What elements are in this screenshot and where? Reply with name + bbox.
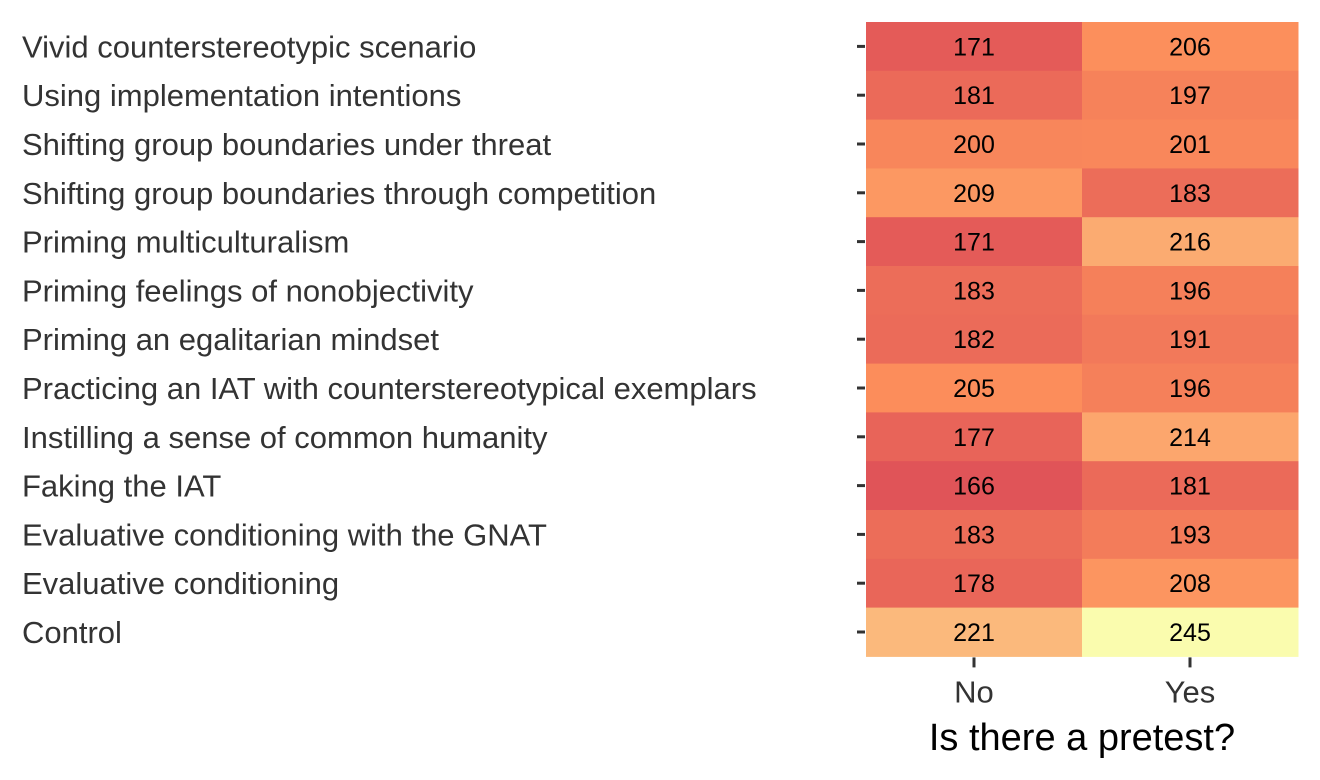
row-label-vivid-counterstereotypic-scenario: Vivid counterstereotypic scenario [22, 29, 476, 64]
cell-value-label: 177 [953, 424, 995, 452]
cell-value-label: 182 [953, 326, 995, 354]
cell-value-label: 196 [1169, 277, 1211, 305]
heatmap-cells: 171 206 181 197 200 201 209 183 171 216 183 196 182 1… [866, 22, 1299, 657]
cell-value-label: 221 [953, 619, 995, 647]
x-axis: No Yes [954, 657, 1215, 709]
row-label-priming-multiculturalism: Priming multiculturalism [22, 225, 349, 260]
cell-value-label: 200 [953, 131, 995, 159]
y-axis-ticks [857, 44, 865, 634]
cell-value-label: 206 [1169, 33, 1211, 61]
heatmap-cell [1082, 412, 1299, 462]
heatmap-cell [1082, 461, 1299, 511]
heatmap-cell [866, 168, 1083, 218]
heatmap-cell [1082, 22, 1299, 72]
cell-value-label: 196 [1169, 375, 1211, 403]
heatmap-cell [866, 119, 1083, 169]
cell-value-label: 191 [1169, 326, 1211, 354]
heatmap-cell [866, 70, 1083, 121]
cell-value-label: 208 [1169, 570, 1211, 598]
heatmap-cell [1082, 558, 1299, 609]
row-label-evaluative-conditioning: Evaluative conditioning [22, 566, 339, 601]
row-label-control: Control [22, 615, 122, 650]
cell-value-label: 193 [1169, 521, 1211, 549]
heatmap-cell [1082, 70, 1299, 121]
cell-value-label: 216 [1169, 229, 1211, 257]
cell-value-label: 209 [953, 180, 995, 208]
cell-value-label: 183 [953, 277, 995, 305]
x-tick-label-no: No [954, 674, 994, 709]
row-label-using-implementation-intentions: Using implementation intentions [22, 78, 461, 113]
row-label-shifting-group-boundaries-through-competition: Shifting group boundaries through compet… [22, 176, 656, 211]
heatmap-cell [1082, 217, 1299, 267]
cell-value-label: 197 [1169, 82, 1211, 110]
cell-value-label: 166 [953, 473, 995, 501]
heatmap-cell [866, 22, 1083, 72]
heatmap-cell [866, 412, 1083, 462]
x-axis-title: Is there a pretest? [929, 717, 1235, 759]
heatmap-cell [1082, 510, 1299, 560]
row-label-faking-the-iat: Faking the IAT [22, 469, 221, 504]
row-label-shifting-group-boundaries-under-threat: Shifting group boundaries under threat [22, 127, 551, 162]
cell-value-label: 201 [1169, 131, 1211, 159]
row-label-instilling-a-sense-of-common-humanity: Instilling a sense of common humanity [22, 420, 548, 455]
cell-value-label: 171 [953, 229, 995, 257]
y-axis-labels: Vivid counterstereotypic scenario Using i… [22, 29, 757, 650]
heatmap-cell [866, 363, 1083, 413]
heatmap-cell [1082, 168, 1299, 218]
heatmap-cell [866, 461, 1083, 511]
heatmap-cell [866, 314, 1083, 365]
row-label-priming-feelings-of-nonobjectivity: Priming feelings of nonobjectivity [22, 273, 474, 308]
heatmap-cell [866, 217, 1083, 267]
heatmap-cell [1082, 607, 1299, 657]
cell-value-label: 205 [953, 375, 995, 403]
cell-value-label: 245 [1169, 619, 1211, 647]
heatmap-cell [1082, 266, 1299, 316]
x-tick-label-yes: Yes [1165, 674, 1216, 709]
cell-value-label: 171 [953, 33, 995, 61]
heatmap-cell [1082, 363, 1299, 413]
row-label-evaluative-conditioning-with-the-gnat: Evaluative conditioning with the GNAT [22, 517, 547, 552]
cell-value-label: 181 [1169, 473, 1211, 501]
cell-value-label: 214 [1169, 424, 1211, 452]
heatmap-cell [866, 607, 1083, 657]
heatmap-cell [1082, 119, 1299, 169]
row-label-priming-an-egalitarian-mindset: Priming an egalitarian mindset [22, 322, 439, 357]
heatmap-cell [866, 558, 1083, 609]
cell-value-label: 183 [1169, 180, 1211, 208]
row-label-practicing-an-iat-with-counterstereotypical-exemplars: Practicing an IAT with counterstereotypi… [22, 371, 757, 406]
cell-value-label: 181 [953, 82, 995, 110]
heatmap-cell [1082, 314, 1299, 365]
heatmap-cell [866, 266, 1083, 316]
cell-value-label: 178 [953, 570, 995, 598]
heatmap-cell [866, 510, 1083, 560]
cell-value-label: 183 [953, 521, 995, 549]
